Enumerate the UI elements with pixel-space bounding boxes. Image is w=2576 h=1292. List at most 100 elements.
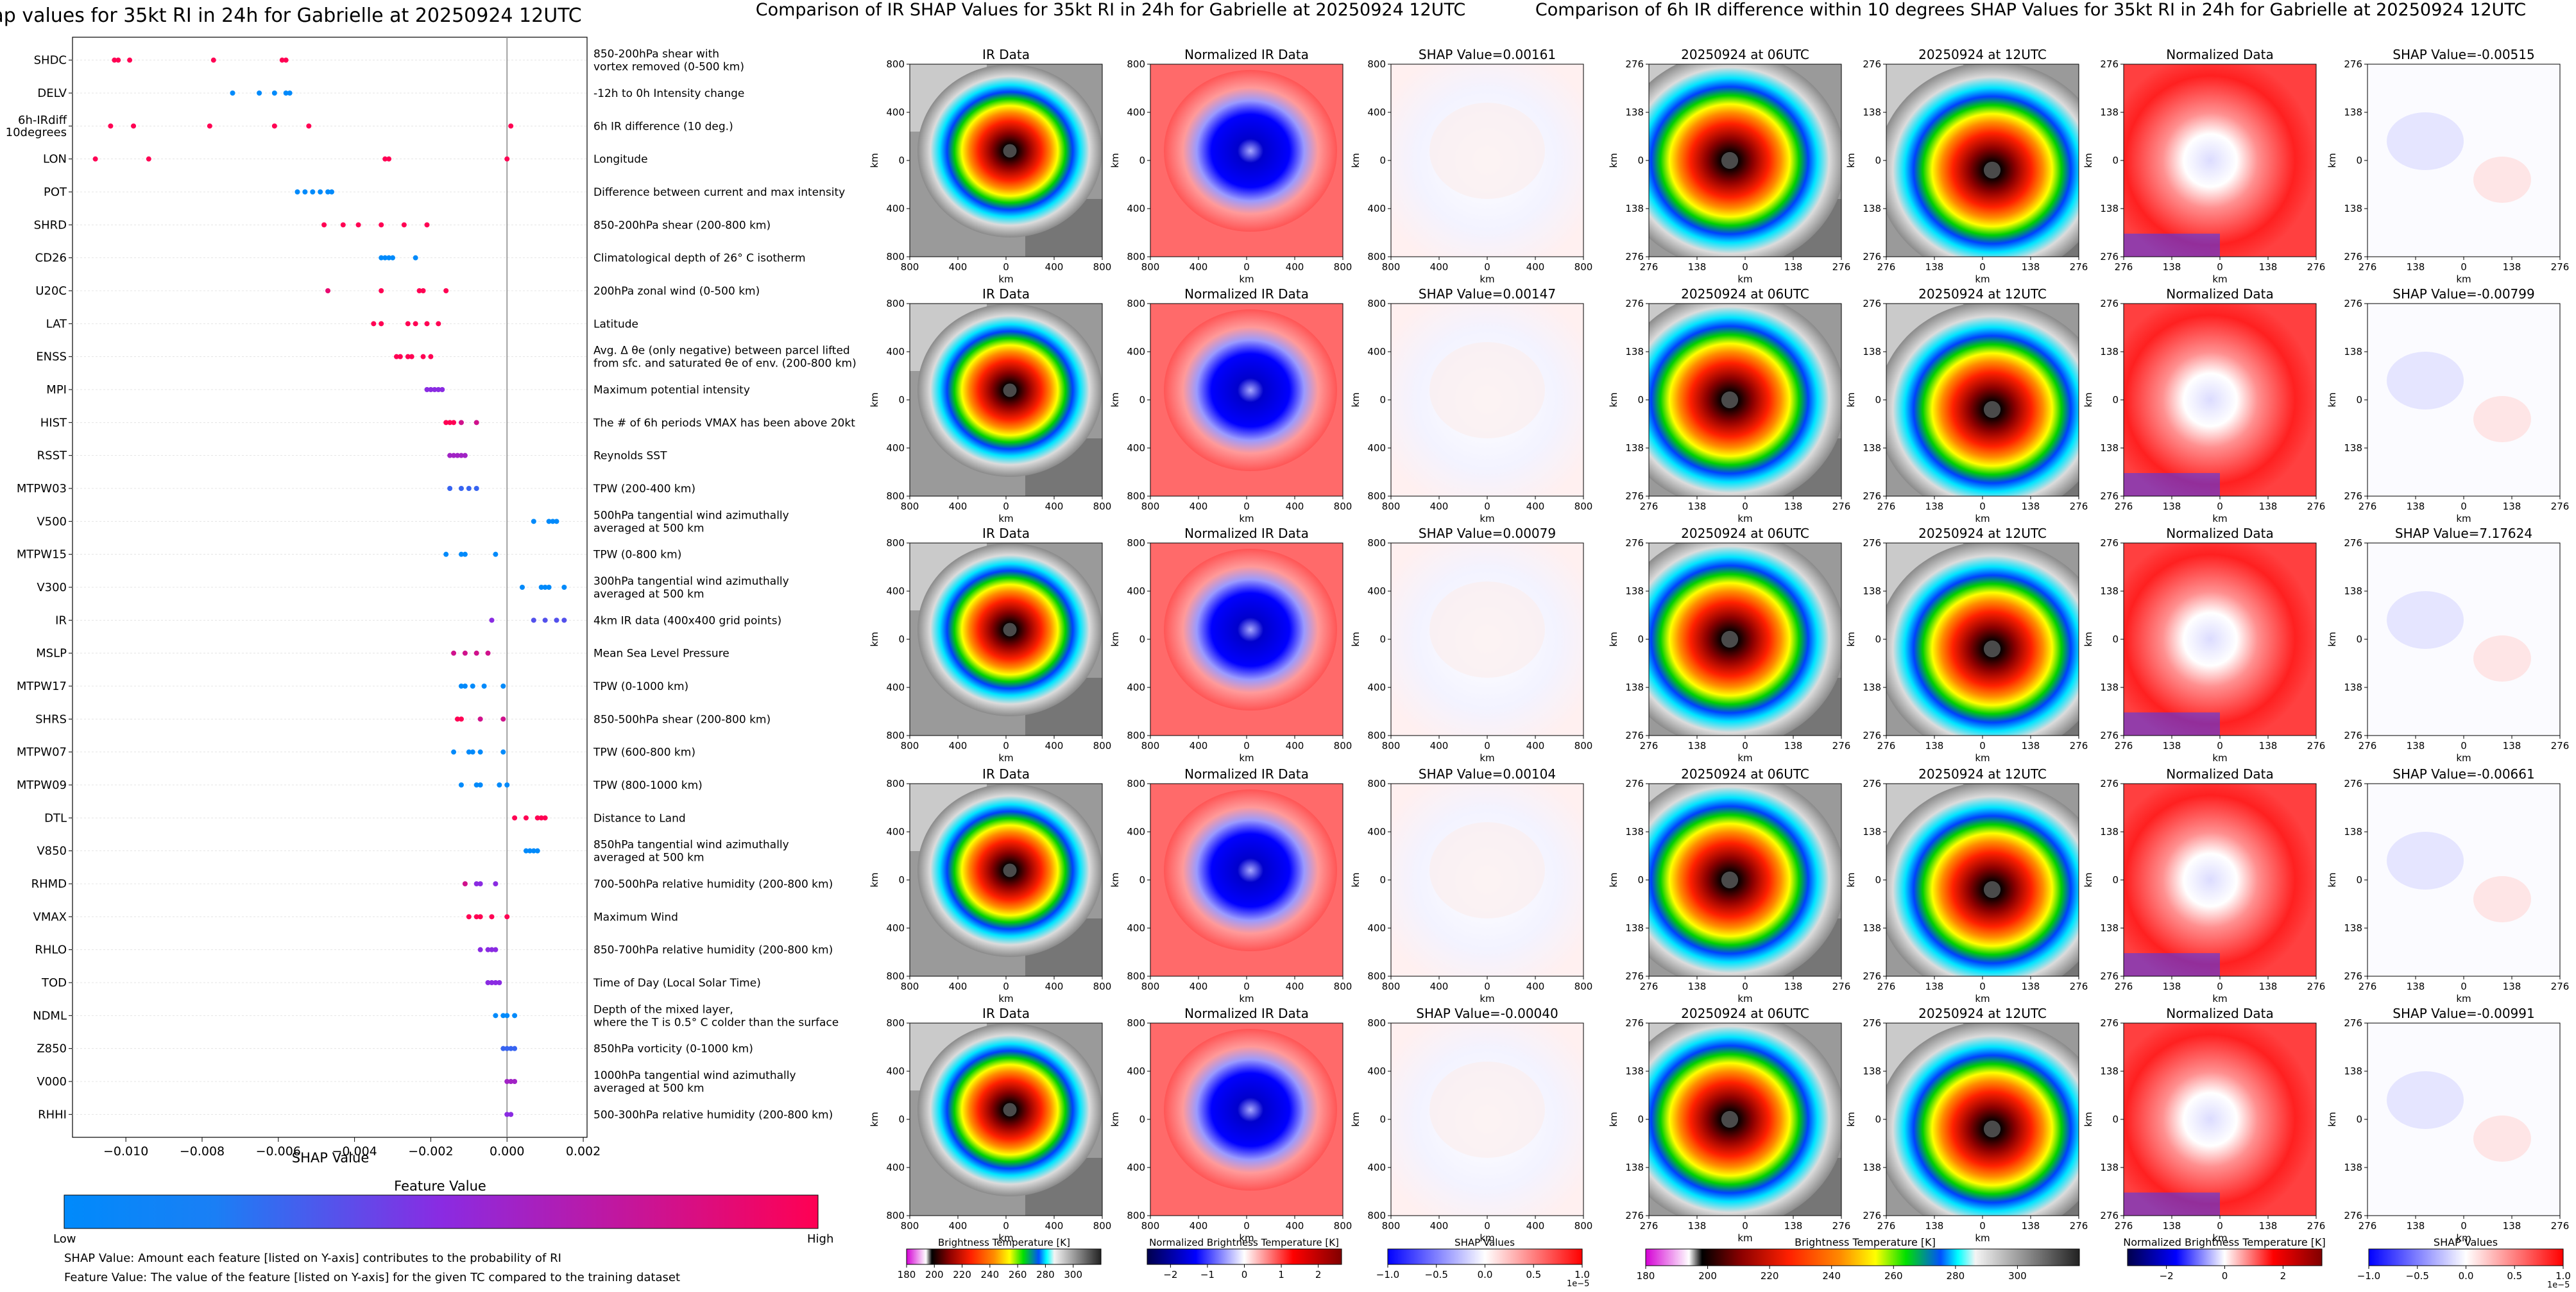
panel-y-axis-label: km: [1845, 632, 1857, 646]
panel-y-tick-label: 138: [2100, 1065, 2119, 1077]
panel-x-tick-label: 138: [1784, 1220, 1803, 1232]
panel-y-tick-label: 138: [1863, 585, 1881, 597]
panel-x-tick-label: 800: [1574, 981, 1593, 992]
panel-x-tick-label: 276: [1640, 981, 1659, 992]
panel-y-tick-label: 800: [1127, 251, 1145, 263]
panel-x-tick-label: 400: [1526, 981, 1545, 992]
feature-name-label: LON: [43, 153, 67, 166]
panel-x-axis-label: km: [1239, 993, 1254, 1004]
panel-x-tick-label: 0: [1003, 1220, 1009, 1232]
panel-x-tick-label: 276: [1832, 261, 1851, 273]
panel-title: Normalized IR Data: [1184, 1006, 1309, 1021]
panel-x-tick-label: 276: [2551, 981, 2570, 992]
feature-name-label: HIST: [40, 416, 67, 429]
shap-point: [523, 848, 529, 854]
shap-point: [458, 486, 464, 491]
panel-y-tick-label: 800: [1127, 58, 1145, 70]
panel-y-tick-label: 0: [2356, 874, 2362, 886]
panel-x-axis-label: km: [2456, 752, 2471, 764]
panel-x-tick-label: 800: [1382, 261, 1401, 273]
panel-x-tick-label: 800: [1093, 1220, 1112, 1232]
shap-point: [458, 452, 464, 458]
shap-point: [131, 123, 137, 129]
feature-description-label: Mean Sea Level Pressure: [593, 648, 729, 660]
panel-y-tick-label: 800: [1367, 730, 1386, 741]
panel-y-tick-label: 0: [1139, 874, 1145, 886]
shap-point: [279, 57, 285, 63]
panel-y-tick-label: 400: [1127, 682, 1145, 693]
shap-point: [340, 222, 346, 228]
feature-description-label: -12h to 0h Intensity change: [593, 87, 744, 100]
shap-point: [520, 585, 525, 590]
feature-description-label: vortex removed (0-500 km): [593, 61, 744, 74]
panel-y-tick-label: 400: [1127, 1162, 1145, 1173]
feature-colorbar-title: Feature Value: [394, 1178, 486, 1194]
panel-x-tick-label: 276: [2358, 740, 2377, 752]
shap-point: [508, 1046, 514, 1051]
panel-y-axis-label: km: [1350, 872, 1361, 887]
shap-point: [462, 452, 468, 458]
panel-y-tick-label: 400: [1367, 442, 1386, 454]
panel-x-axis-label: km: [998, 1232, 1013, 1244]
feature-name-label: Z850: [37, 1042, 67, 1056]
panel-y-tick-label: 800: [886, 730, 905, 741]
shap-point: [550, 519, 556, 524]
panel-title: Normalized Data: [2166, 47, 2274, 62]
panel-x-tick-label: 0: [1003, 981, 1009, 992]
panel-x-axis-label: km: [1975, 513, 1990, 524]
shap-xaxis-label: SHAP Value: [292, 1150, 370, 1166]
panel-x-tick-label: 276: [1877, 740, 1896, 752]
shap-point: [325, 189, 331, 194]
panel-title: SHAP Value=7.17624: [2395, 526, 2532, 541]
shap-point: [489, 617, 495, 623]
panel-y-tick-label: 276: [1863, 970, 1881, 982]
panel-x-tick-label: 0: [1742, 1220, 1748, 1232]
shap-point: [458, 716, 464, 722]
shap-point: [455, 716, 461, 722]
shap-point: [504, 1046, 510, 1051]
panel-y-tick-label: 276: [2344, 251, 2362, 263]
panel-x-tick-label: 800: [1334, 261, 1352, 273]
panel-y-tick-label: 800: [886, 490, 905, 502]
panel-y-tick-label: 0: [1139, 633, 1145, 645]
feature-description-label: 6h IR difference (10 deg.): [593, 120, 733, 133]
shap-point: [382, 156, 388, 162]
shap-point: [504, 156, 510, 162]
panel-x-tick-label: 138: [2407, 1220, 2425, 1232]
shap-point: [328, 189, 334, 194]
panel-x-tick-label: 0: [2217, 1220, 2223, 1232]
panel-x-axis-label: km: [998, 273, 1013, 285]
panel-y-tick-label: 400: [1127, 107, 1145, 118]
panel-x-tick-label: 276: [2358, 261, 2377, 273]
panel-x-axis-label: km: [1480, 273, 1494, 285]
panel-y-tick-label: 276: [1863, 298, 1881, 309]
feature-description-label: averaged at 500 km: [593, 852, 704, 865]
panel-x-tick-label: 0: [1484, 740, 1490, 752]
panel-title: Normalized Data: [2166, 526, 2274, 541]
panel-x-tick-label: 138: [2163, 501, 2181, 512]
shap-point: [112, 57, 117, 63]
panel-y-tick-label: 138: [2344, 922, 2362, 934]
panel-x-tick-label: 800: [1141, 501, 1160, 512]
shap-point: [504, 1112, 510, 1117]
panel-x-tick-label: 276: [1640, 740, 1659, 752]
panel-y-axis-label: km: [869, 872, 880, 887]
panel-x-axis-label: km: [2456, 513, 2471, 524]
panel-y-tick-label: 0: [2112, 633, 2119, 645]
panel-x-tick-label: 800: [1141, 740, 1160, 752]
panel-title: Normalized IR Data: [1184, 526, 1309, 541]
panel-x-axis-label: km: [2456, 993, 2471, 1004]
panel-x-tick-label: 138: [2503, 981, 2521, 992]
panel-y-tick-label: 800: [886, 1017, 905, 1029]
panel-x-axis-label: km: [1737, 752, 1752, 764]
panel-x-tick-label: 138: [1784, 740, 1803, 752]
feature-value-note: Feature Value: The value of the feature …: [64, 1271, 680, 1284]
panel-x-tick-label: 800: [1382, 1220, 1401, 1232]
